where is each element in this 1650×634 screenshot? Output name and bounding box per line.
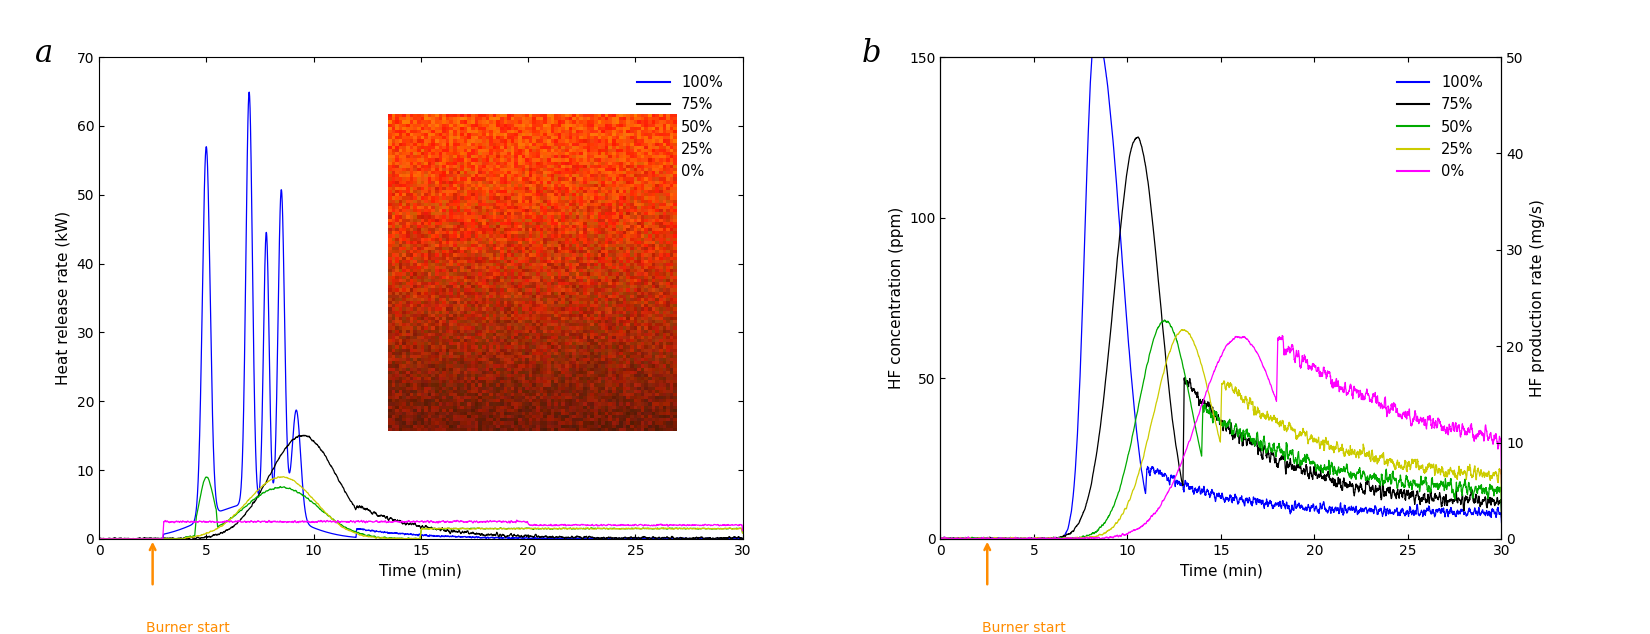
X-axis label: Time (min): Time (min) <box>1180 564 1262 578</box>
Legend: 100%, 75%, 50%, 25%, 0%: 100%, 75%, 50%, 25%, 0% <box>632 69 729 185</box>
Text: b: b <box>861 38 881 68</box>
Y-axis label: HF concentration (ppm): HF concentration (ppm) <box>889 207 904 389</box>
X-axis label: Time (min): Time (min) <box>380 564 462 578</box>
Y-axis label: HF production rate (mg/s): HF production rate (mg/s) <box>1530 199 1544 397</box>
Text: Burner start: Burner start <box>982 621 1066 634</box>
Legend: 100%, 75%, 50%, 25%, 0%: 100%, 75%, 50%, 25%, 0% <box>1391 69 1488 185</box>
Y-axis label: Heat release rate (kW): Heat release rate (kW) <box>56 211 71 385</box>
Text: Burner start: Burner start <box>147 621 229 634</box>
Text: a: a <box>35 38 53 68</box>
